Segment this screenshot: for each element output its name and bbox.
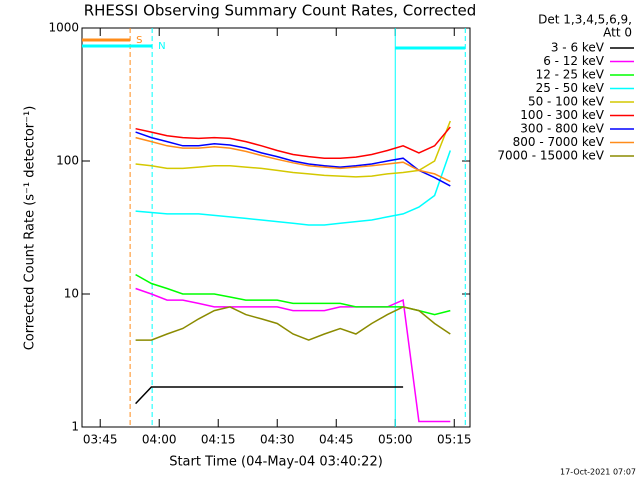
- legend-title: Det 1,3,4,5,6,9,: [538, 13, 632, 27]
- series-line: [135, 150, 452, 226]
- y-tick-label: 1000: [48, 21, 79, 35]
- legend-label: 25 - 50 keV: [536, 81, 605, 95]
- x-tick-label: 03:45: [83, 433, 118, 447]
- x-tick-label: 04:45: [319, 433, 354, 447]
- x-tick-label: 05:00: [378, 433, 413, 447]
- flag-label: S: [136, 35, 142, 46]
- legend-label: 6 - 12 keV: [543, 54, 605, 68]
- series-line: [135, 126, 451, 159]
- x-tick-label: 04:15: [201, 433, 236, 447]
- series-line: [135, 273, 451, 316]
- x-axis-label: Start Time (04-May-04 03:40:22): [169, 455, 383, 470]
- legend-label: 50 - 100 keV: [528, 95, 605, 109]
- legend-label: 7000 - 15000 keV: [497, 149, 604, 163]
- series-line: [135, 306, 451, 341]
- y-tick-label: 10: [64, 287, 79, 301]
- legend-label: 3 - 6 keV: [551, 41, 605, 55]
- x-tick-label: 04:00: [142, 433, 177, 447]
- chart-title: RHESSI Observing Summary Count Rates, Co…: [84, 2, 477, 20]
- plot-frame: [81, 27, 471, 428]
- y-axis-label: Corrected Count Rate (s⁻¹ detector⁻¹): [23, 106, 38, 351]
- legend-title: Att 0: [603, 26, 632, 40]
- legend-label: 12 - 25 keV: [536, 68, 605, 82]
- legend-label: 100 - 300 keV: [520, 108, 604, 122]
- legend-label: 800 - 7000 keV: [513, 135, 605, 149]
- y-tick-label: 1: [71, 420, 79, 434]
- series-line: [135, 136, 451, 183]
- legend-label: 300 - 800 keV: [520, 122, 604, 136]
- footer: 17-Oct-2021 07:07: [560, 468, 636, 477]
- series-line: [135, 120, 451, 178]
- x-tick-label: 05:15: [437, 433, 472, 447]
- series-line: [135, 131, 451, 187]
- series-line: [135, 287, 451, 423]
- series-line: [135, 386, 404, 405]
- y-tick-label: 100: [56, 154, 79, 168]
- x-tick-label: 04:30: [260, 433, 295, 447]
- flag-label: N: [158, 41, 165, 52]
